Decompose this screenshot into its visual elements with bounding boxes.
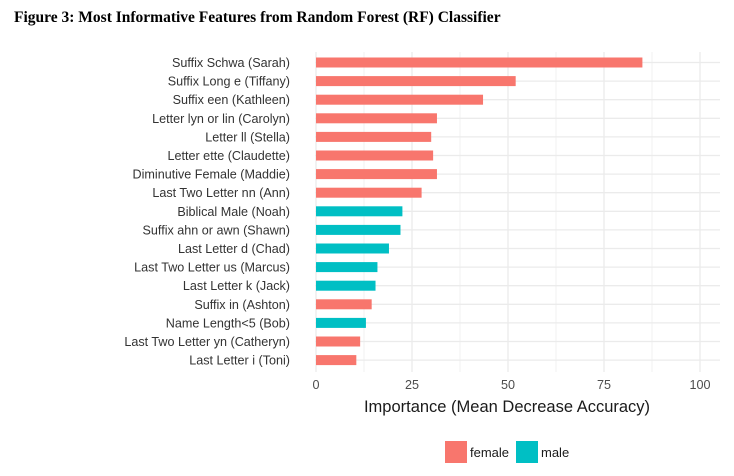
bar-male [316, 280, 376, 291]
y-tick-label: Suffix Long e (Tiffany) [168, 75, 290, 89]
bar-female [316, 187, 422, 198]
bars [316, 57, 643, 366]
bar-male [316, 262, 378, 273]
bar-female [316, 76, 516, 87]
bar-male [316, 224, 401, 235]
y-tick-label: Letter ll (Stella) [205, 130, 290, 144]
bar-female [316, 336, 361, 347]
y-tick-label: Last Letter i (Toni) [189, 354, 290, 368]
legend-label-female: female [470, 445, 509, 460]
bar-female [316, 131, 432, 142]
y-tick-label: Suffix in (Ashton) [194, 298, 290, 312]
y-tick-label: Suffix Schwa (Sarah) [172, 56, 290, 70]
bar-female [316, 169, 437, 180]
x-tick-label: 100 [689, 378, 710, 392]
y-axis-labels: Suffix Schwa (Sarah) Suffix Long e (Tiffa… [124, 56, 290, 368]
x-axis-tick-labels: 0 25 50 75 100 [312, 378, 710, 392]
x-axis-title: Importance (Mean Decrease Accuracy) [364, 398, 650, 416]
bar-male [316, 243, 389, 254]
y-tick-label: Last Two Letter yn (Catheryn) [124, 335, 290, 349]
y-tick-label: Biblical Male (Noah) [177, 205, 290, 219]
bar-male [316, 317, 366, 328]
y-tick-label: Name Length<5 (Bob) [166, 316, 290, 330]
legend-label-male: male [541, 445, 569, 460]
y-tick-label: Last Two Letter us (Marcus) [134, 261, 290, 275]
y-tick-label: Letter lyn or lin (Carolyn) [152, 112, 290, 126]
legend-key-female [445, 441, 467, 463]
legend: female male [445, 441, 569, 463]
y-tick-label: Last Letter k (Jack) [183, 279, 290, 293]
bar-female [316, 57, 643, 68]
y-tick-label: Last Letter d (Chad) [178, 242, 290, 256]
y-tick-label: Diminutive Female (Maddie) [133, 168, 290, 182]
x-tick-label: 25 [405, 378, 419, 392]
x-tick-label: 50 [501, 378, 515, 392]
legend-key-male [516, 441, 538, 463]
figure-title: Figure 3: Most Informative Features from… [14, 9, 501, 26]
bar-female [316, 94, 484, 105]
y-tick-label: Suffix ahn or awn (Shawn) [143, 223, 290, 237]
bar-female [316, 150, 434, 161]
bar-female [316, 113, 437, 124]
y-tick-label: Letter ette (Claudette) [167, 149, 290, 163]
bar-female [316, 355, 357, 366]
y-tick-label: Suffix een (Kathleen) [173, 93, 290, 107]
x-tick-label: 75 [597, 378, 611, 392]
bar-male [316, 206, 403, 217]
x-tick-label: 0 [312, 378, 319, 392]
bar-female [316, 299, 372, 310]
y-tick-label: Last Two Letter nn (Ann) [152, 186, 290, 200]
